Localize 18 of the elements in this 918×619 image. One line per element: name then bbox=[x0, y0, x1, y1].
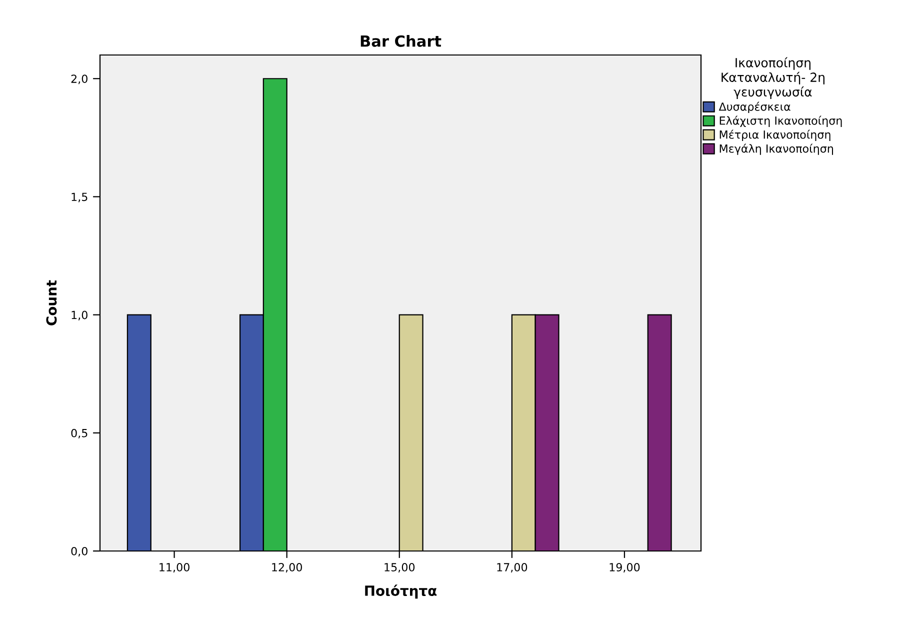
x-tick-label: 15,00 bbox=[384, 563, 415, 573]
x-tick-label: 17,00 bbox=[497, 563, 528, 573]
x-tick-label: 11,00 bbox=[160, 563, 190, 573]
y-tick-label: 1,5 bbox=[72, 192, 88, 202]
y-tick-label: 0,0 bbox=[71, 546, 88, 557]
x-tick-label: 12,00 bbox=[272, 563, 302, 573]
legend-label: Ελάχιστη Ικανοποίηση bbox=[720, 116, 842, 127]
legend-title: Ικανοποίηση Καταναλωτή- 2η γευσιγνωσία bbox=[722, 57, 824, 100]
y-axis-title: Count bbox=[46, 280, 57, 326]
legend-label: Μεγάλη Ικανοποίηση bbox=[720, 144, 834, 155]
legend-label: Δυσαρέσκεια bbox=[718, 102, 790, 113]
chart-title: Bar Chart bbox=[360, 35, 442, 47]
x-axis-title: Ποιότητα bbox=[365, 584, 437, 599]
legend-label: Μέτρια Ικανοποίηση bbox=[720, 130, 830, 141]
x-tick-label: 19,00 bbox=[610, 563, 640, 573]
y-tick-label: 1,0 bbox=[72, 310, 88, 320]
y-tick-label: 0,5 bbox=[71, 428, 88, 438]
y-tick-label: 2,0 bbox=[71, 74, 88, 84]
